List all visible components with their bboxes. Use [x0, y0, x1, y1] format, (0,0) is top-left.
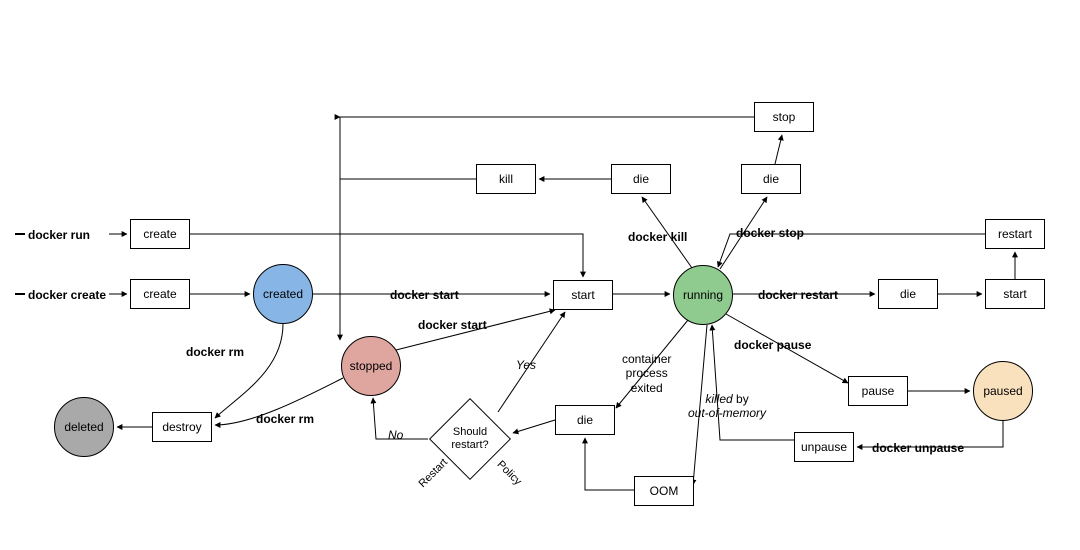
label: start — [1003, 287, 1026, 301]
killed-by-line: killed — [705, 392, 732, 406]
lbl-killed-oom: killed byout-of-memory — [688, 392, 766, 421]
node-start: start — [553, 280, 613, 310]
node-create-bot: create — [130, 279, 190, 309]
decision-should-restart: Shouldrestart? — [441, 410, 499, 468]
lbl-docker-restart: docker restart — [758, 288, 838, 302]
docker-lifecycle-diagram: create create destroy start kill die die… — [0, 0, 1080, 550]
node-die-mid: die — [555, 405, 615, 435]
label: create — [143, 227, 176, 241]
label: kill — [499, 172, 513, 186]
lbl-docker-rm-2: docker rm — [256, 412, 314, 426]
state-deleted: deleted — [54, 397, 114, 457]
label: OOM — [650, 484, 679, 498]
lbl-container-exited: containerprocessexited — [622, 352, 671, 395]
lbl-docker-rm-1: docker rm — [186, 345, 244, 359]
lbl-docker-kill: docker kill — [628, 230, 687, 244]
label: die — [633, 172, 649, 186]
node-stop: stop — [754, 102, 814, 132]
label: unpause — [801, 440, 847, 454]
entry-tick-run — [15, 233, 25, 235]
lbl-no: No — [388, 428, 403, 442]
label: destroy — [162, 420, 201, 434]
label: deleted — [64, 420, 103, 434]
label: restart — [998, 227, 1032, 241]
node-destroy: destroy — [152, 412, 212, 442]
lbl-docker-pause: docker pause — [734, 338, 811, 352]
label: paused — [983, 384, 1022, 398]
label: created — [263, 287, 303, 301]
diamond-text: Shouldrestart? — [451, 426, 488, 451]
entry-tick-create — [15, 293, 25, 295]
node-restart: restart — [985, 219, 1045, 249]
label: stopped — [350, 359, 393, 373]
lbl-docker-stop: docker stop — [736, 226, 804, 240]
lbl-docker-run: docker run — [28, 228, 90, 242]
node-start-r: start — [985, 279, 1045, 309]
label: die — [900, 287, 916, 301]
edges-svg — [0, 0, 1080, 550]
label: stop — [773, 110, 796, 124]
state-stopped: stopped — [341, 336, 401, 396]
node-kill: kill — [476, 164, 536, 194]
state-paused: paused — [973, 361, 1033, 421]
oom-line: out-of-memory — [688, 406, 766, 420]
label: running — [683, 288, 723, 302]
node-oom: OOM — [634, 476, 694, 506]
lbl-yes: Yes — [516, 358, 536, 372]
node-create-top: create — [130, 219, 190, 249]
node-pause: pause — [848, 376, 908, 406]
diamond-label: Shouldrestart? — [451, 426, 488, 452]
label: die — [577, 413, 593, 427]
state-created: created — [253, 264, 313, 324]
node-die-r: die — [878, 279, 938, 309]
label: die — [763, 172, 779, 186]
label: start — [571, 288, 594, 302]
state-running: running — [673, 265, 733, 325]
lbl-docker-start-1: docker start — [390, 288, 459, 302]
node-unpause: unpause — [794, 432, 854, 462]
lbl-docker-create: docker create — [28, 288, 106, 302]
node-die-top: die — [611, 164, 671, 194]
label: pause — [862, 384, 895, 398]
node-die-topr: die — [741, 164, 801, 194]
lbl-docker-start-2: docker start — [418, 318, 487, 332]
lbl-docker-unpause: docker unpause — [872, 441, 964, 455]
label: create — [143, 287, 176, 301]
